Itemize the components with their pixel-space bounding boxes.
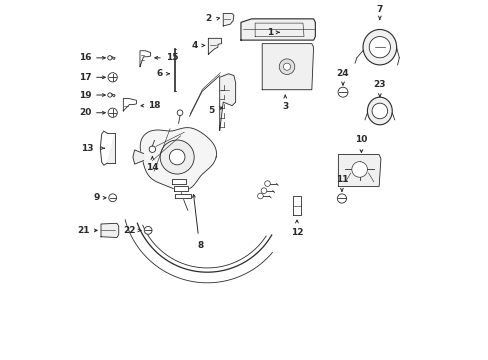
Text: 21: 21 [78,226,90,235]
Circle shape [257,193,263,199]
Polygon shape [171,179,185,184]
Polygon shape [338,154,380,186]
Text: 23: 23 [373,80,386,89]
Polygon shape [140,128,216,191]
Circle shape [108,194,116,202]
Text: 19: 19 [79,90,91,99]
Text: 2: 2 [205,14,211,23]
Circle shape [279,59,294,75]
Polygon shape [292,196,301,216]
Circle shape [108,73,117,82]
Circle shape [283,63,290,70]
Circle shape [149,146,155,152]
Text: 8: 8 [197,241,203,250]
Circle shape [107,93,112,97]
Circle shape [368,37,390,58]
Circle shape [337,194,346,203]
Circle shape [351,162,366,177]
Polygon shape [175,194,191,198]
Polygon shape [100,131,115,165]
Text: 6: 6 [156,69,162,78]
Text: 7: 7 [376,5,382,14]
Text: 15: 15 [165,53,178,62]
Text: 18: 18 [148,101,160,110]
Polygon shape [219,74,235,130]
Polygon shape [208,38,221,54]
Text: 16: 16 [79,53,91,62]
Text: 13: 13 [81,144,94,153]
Ellipse shape [366,97,391,125]
Polygon shape [173,186,187,191]
Polygon shape [101,223,119,238]
Circle shape [337,87,347,97]
Circle shape [264,181,270,186]
Polygon shape [123,99,136,111]
Polygon shape [140,51,150,67]
Circle shape [371,103,387,119]
Text: 17: 17 [79,73,91,82]
Text: 1: 1 [266,28,272,37]
Ellipse shape [362,30,396,65]
Text: 20: 20 [79,108,91,117]
Text: 10: 10 [354,135,367,144]
Circle shape [144,226,152,234]
Circle shape [108,108,117,117]
Text: 22: 22 [122,226,135,235]
Polygon shape [241,19,315,40]
Polygon shape [110,56,115,60]
Text: 11: 11 [335,175,347,184]
Text: 9: 9 [93,193,100,202]
Polygon shape [110,93,115,97]
Circle shape [177,110,183,116]
Text: 3: 3 [282,102,288,111]
Text: 14: 14 [146,163,159,172]
Text: 4: 4 [191,41,197,50]
Circle shape [261,188,266,194]
Circle shape [160,140,194,174]
Circle shape [169,149,184,165]
Text: 24: 24 [336,69,348,78]
Polygon shape [262,44,313,90]
Polygon shape [133,150,143,164]
Text: 5: 5 [208,107,214,116]
Text: 12: 12 [290,228,303,237]
Polygon shape [223,14,233,26]
Circle shape [107,56,112,60]
